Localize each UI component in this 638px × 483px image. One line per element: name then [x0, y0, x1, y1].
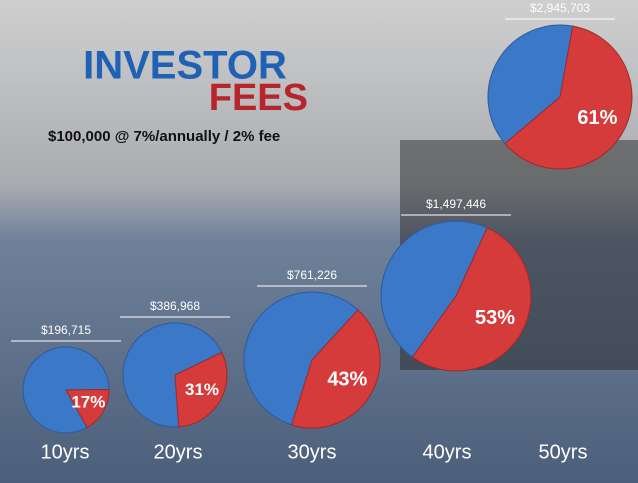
pie-slice	[504, 25, 633, 170]
value-label: 43%	[327, 369, 367, 391]
pie-slice	[243, 291, 359, 426]
title-line: FEES	[209, 77, 308, 119]
value-label: 53%	[475, 307, 515, 329]
value-label: 31%	[185, 380, 219, 399]
category-label: 10yrs	[41, 441, 90, 463]
pie-slice	[291, 309, 381, 429]
value-label: 61%	[577, 107, 617, 129]
title-line: INVESTOR	[83, 44, 287, 88]
pie-label: $196,715	[41, 323, 91, 337]
category-label: 30yrs	[288, 441, 337, 463]
pie-label: $2,945,703	[530, 1, 590, 15]
category-label: 40yrs	[423, 441, 472, 463]
pie-slice	[174, 351, 228, 428]
subtitle: $100,000 @ 7%/annually / 2% fee	[48, 128, 280, 145]
pie-label: $386,968	[150, 299, 200, 313]
pie-slice	[411, 227, 532, 372]
pie-label: $1,497,446	[426, 197, 486, 211]
category-label: 20yrs	[154, 441, 203, 463]
pie-slice	[122, 322, 223, 428]
pie-slice	[380, 220, 488, 358]
category-label: 50yrs	[539, 441, 588, 463]
pie-slice	[487, 24, 574, 145]
pie-slice	[65, 389, 110, 429]
pie-label: $761,226	[287, 268, 337, 282]
value-label: 17%	[71, 392, 105, 411]
